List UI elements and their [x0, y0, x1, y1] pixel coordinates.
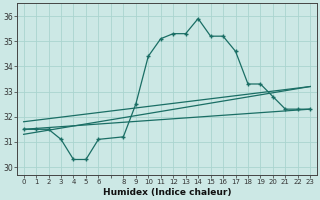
X-axis label: Humidex (Indice chaleur): Humidex (Indice chaleur): [103, 188, 231, 197]
